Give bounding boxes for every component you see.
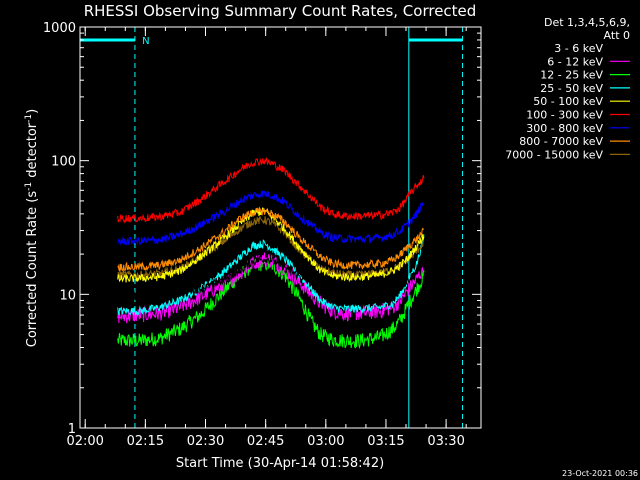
y-tick-label: 10 — [59, 288, 76, 303]
x-tick-label: 02:15 — [127, 434, 164, 449]
x-tick-label: 03:15 — [367, 434, 404, 449]
y-axis-label: Corrected Count Rate (s-1 detector-1) — [24, 109, 40, 347]
plot-frame — [79, 26, 482, 429]
y-tick-label: 100 — [51, 155, 76, 170]
y-axis-label-main: Corrected Count Rate (s — [25, 191, 40, 348]
series-layer — [117, 157, 425, 350]
y-tick-label: 1000 — [43, 21, 76, 36]
legend-label: 100 - 300 keV — [526, 109, 603, 122]
x-tick-label: 03:00 — [307, 434, 344, 449]
legend-label: 12 - 25 keV — [540, 69, 603, 82]
legend-label: 7000 - 15000 keV — [505, 148, 603, 161]
x-tick-label: 02:00 — [66, 434, 103, 449]
axis-ticks: 02:00 02:15 02:30 02:45 03:00 03:15 03:30 1 10 10… — [43, 21, 481, 449]
legend-label: 6 - 12 keV — [547, 55, 603, 68]
y-axis-label-end: ) — [25, 109, 40, 114]
y-axis-label-mid: detector — [25, 122, 40, 182]
series-line — [117, 190, 425, 246]
night-label: N — [142, 36, 149, 47]
legend-label: 800 - 7000 keV — [519, 135, 603, 148]
x-tick-label: 03:30 — [427, 434, 464, 449]
legend-header-line1: Det 1,3,4,5,6,9, — [544, 16, 630, 29]
chart-title: RHESSI Observing Summary Count Rates, Co… — [84, 2, 477, 20]
footer-date: 23-Oct-2021 00:36 — [562, 469, 638, 478]
series-line — [117, 234, 425, 316]
y-tick-label: 1 — [68, 422, 76, 437]
series-line — [117, 255, 425, 302]
legend-label: 3 - 6 keV — [554, 42, 603, 55]
legend-header-line2: Att 0 — [604, 29, 630, 42]
series-line — [117, 207, 425, 283]
y-axis-label-sup1: -1 — [24, 182, 34, 191]
legend-label: 50 - 100 keV — [533, 95, 603, 108]
x-tick-label: 02:45 — [247, 434, 284, 449]
y-axis-label-sup2: -1 — [24, 114, 34, 123]
x-tick-label: 02:30 — [187, 434, 224, 449]
series-line — [117, 252, 425, 324]
x-axis-label: Start Time (30-Apr-14 01:58:42) — [176, 456, 384, 471]
series-line — [117, 157, 425, 224]
series-line — [117, 206, 424, 273]
legend-label: 300 - 800 keV — [526, 122, 603, 135]
legend-label: 25 - 50 keV — [540, 82, 603, 95]
